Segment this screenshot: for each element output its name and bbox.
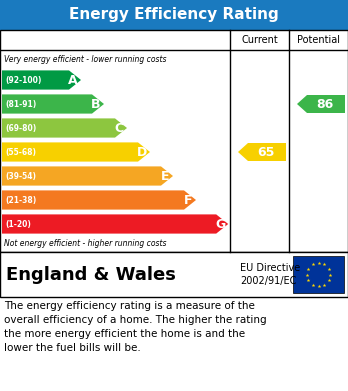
Polygon shape bbox=[2, 167, 173, 186]
Bar bbox=[293, 256, 344, 293]
Polygon shape bbox=[2, 94, 104, 114]
Bar bbox=[0, 252, 348, 297]
Text: Current: Current bbox=[241, 35, 278, 45]
Text: E: E bbox=[161, 170, 169, 183]
Text: C: C bbox=[114, 122, 124, 135]
Text: Energy Efficiency Rating: Energy Efficiency Rating bbox=[69, 7, 279, 23]
Text: Very energy efficient - lower running costs: Very energy efficient - lower running co… bbox=[4, 54, 166, 63]
Polygon shape bbox=[238, 143, 286, 161]
Text: 86: 86 bbox=[316, 97, 334, 111]
Text: (81-91): (81-91) bbox=[5, 99, 36, 108]
Text: (92-100): (92-100) bbox=[5, 75, 41, 84]
Text: (21-38): (21-38) bbox=[5, 196, 36, 204]
Text: 65: 65 bbox=[257, 145, 275, 158]
Text: Potential: Potential bbox=[297, 35, 340, 45]
Polygon shape bbox=[297, 95, 345, 113]
Polygon shape bbox=[2, 118, 127, 138]
Text: G: G bbox=[215, 217, 225, 231]
Text: (69-80): (69-80) bbox=[5, 124, 36, 133]
Polygon shape bbox=[2, 190, 196, 210]
Polygon shape bbox=[2, 70, 81, 90]
Polygon shape bbox=[2, 142, 150, 161]
Text: The energy efficiency rating is a measure of the
overall efficiency of a home. T: The energy efficiency rating is a measur… bbox=[4, 301, 267, 353]
Text: F: F bbox=[184, 194, 192, 206]
Text: England & Wales: England & Wales bbox=[6, 265, 176, 283]
Text: (39-54): (39-54) bbox=[5, 172, 36, 181]
Polygon shape bbox=[2, 214, 228, 233]
Text: B: B bbox=[91, 97, 101, 111]
Text: (1-20): (1-20) bbox=[5, 219, 31, 228]
Text: A: A bbox=[68, 74, 78, 86]
Bar bbox=[0, 30, 348, 252]
Text: EU Directive
2002/91/EC: EU Directive 2002/91/EC bbox=[240, 263, 300, 286]
Text: (55-68): (55-68) bbox=[5, 147, 36, 156]
Text: Not energy efficient - higher running costs: Not energy efficient - higher running co… bbox=[4, 240, 166, 249]
Bar bbox=[0, 0, 348, 30]
Text: D: D bbox=[137, 145, 147, 158]
